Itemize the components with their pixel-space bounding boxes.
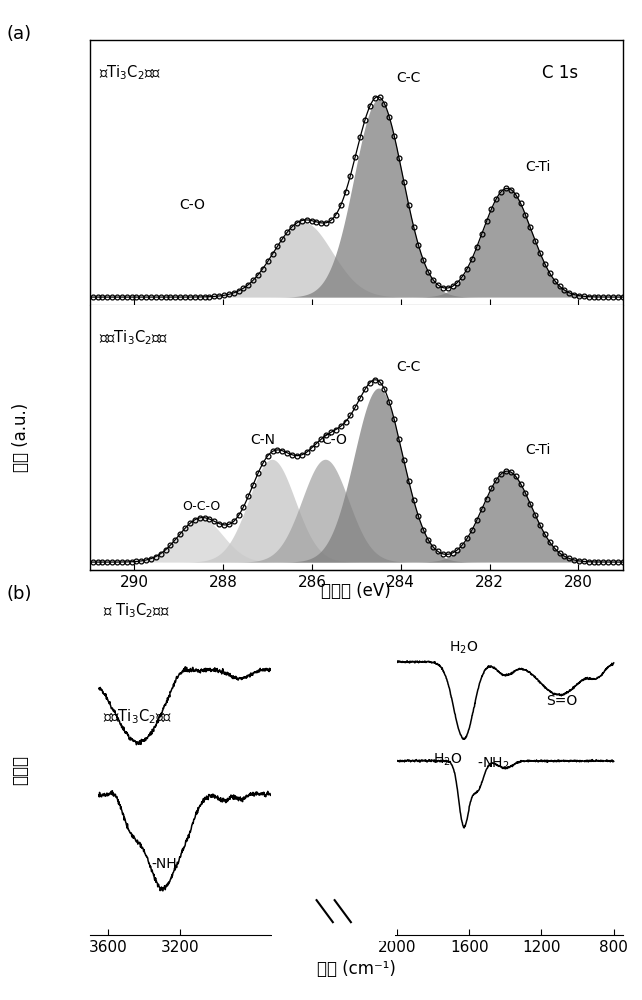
Text: C-C: C-C	[396, 71, 421, 85]
Text: 初始Ti$_3$C$_2$纤维: 初始Ti$_3$C$_2$纤维	[103, 708, 172, 726]
Bar	[272, 904, 395, 940]
Text: -NH$_2$: -NH$_2$	[478, 755, 510, 772]
Text: 结合能 (eV): 结合能 (eV)	[322, 582, 391, 600]
Text: 透过率: 透过率	[12, 755, 30, 785]
Text: O-C-O: O-C-O	[182, 500, 220, 513]
X-axis label: 波数 (cm⁻¹): 波数 (cm⁻¹)	[317, 960, 395, 978]
Text: C-C: C-C	[396, 360, 421, 374]
Text: 纯Ti$_3$C$_2$纤维: 纯Ti$_3$C$_2$纤维	[99, 64, 160, 82]
Text: (b): (b)	[6, 585, 32, 603]
Text: C-N: C-N	[250, 433, 275, 447]
Bar	[270, 578, 397, 944]
Text: C 1s: C 1s	[542, 64, 578, 82]
Text: S=O: S=O	[546, 694, 577, 708]
Text: C-Ti: C-Ti	[525, 160, 550, 174]
Text: C-O: C-O	[179, 198, 205, 212]
Text: 强度 (a.u.): 强度 (a.u.)	[12, 402, 30, 472]
Text: C-Ti: C-Ti	[525, 443, 550, 457]
Text: -NH: -NH	[151, 857, 177, 871]
Text: H$_2$O: H$_2$O	[433, 752, 462, 768]
Text: C-O: C-O	[321, 433, 347, 447]
Text: 纯 Ti$_3$C$_2$纤维: 纯 Ti$_3$C$_2$纤维	[103, 601, 169, 620]
Text: 初始Ti$_3$C$_2$纤维: 初始Ti$_3$C$_2$纤维	[99, 329, 168, 347]
Text: H$_2$O: H$_2$O	[449, 640, 478, 656]
Text: (a): (a)	[6, 25, 31, 43]
